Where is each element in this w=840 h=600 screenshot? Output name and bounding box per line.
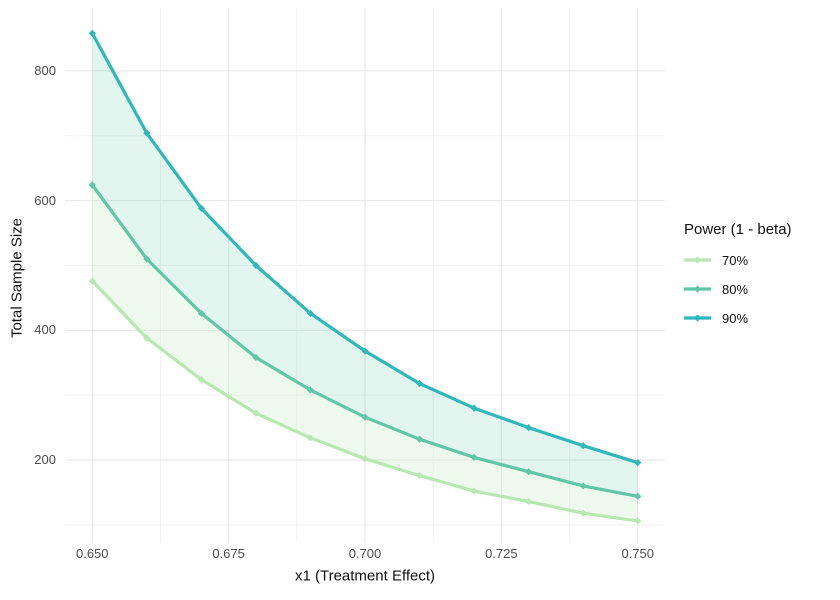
series-point-70%: [197, 375, 205, 384]
series-point-80%: [361, 413, 369, 421]
series-point-80%: [306, 386, 315, 394]
y-axis-title: Total Sample Size: [8, 217, 26, 339]
series-point-80%: [525, 468, 533, 476]
series-point-90%: [361, 347, 369, 355]
series-point-70%: [361, 455, 369, 463]
legend-item-label: 90%: [722, 310, 749, 326]
legend-key-icon: [684, 256, 711, 264]
series-point-70%: [634, 517, 642, 525]
series-point-80%: [197, 309, 205, 318]
series-point-70%: [143, 334, 151, 342]
legend-item-80%: 80%: [684, 281, 792, 297]
y-tick-label: 200: [34, 451, 56, 467]
legend-key-icon: [684, 285, 711, 293]
series-point-90%: [143, 129, 151, 137]
y-tick-label: 400: [34, 322, 56, 338]
series-point-90%: [525, 423, 533, 432]
series-point-70%: [252, 409, 260, 417]
legend-title: Power (1 - beta): [684, 221, 792, 238]
series-point-80%: [143, 255, 151, 263]
ribbon-90%-80%: [92, 33, 638, 497]
legend-items: 70% 80% 90%: [684, 252, 792, 326]
x-tick-label: 0.650: [75, 546, 109, 561]
series-point-90%: [634, 458, 642, 467]
series-point-90%: [197, 204, 205, 212]
series-point-90%: [470, 404, 478, 412]
series-point-90%: [579, 442, 587, 450]
series-point-80%: [634, 492, 642, 500]
series-point-70%: [579, 509, 587, 517]
series-point-70%: [415, 471, 424, 480]
series-point-70%: [470, 487, 478, 495]
x-tick-label: 0.725: [485, 546, 518, 561]
series-point-70%: [306, 434, 315, 442]
series-point-70%: [525, 497, 533, 506]
series-point-70%: [88, 277, 96, 285]
legend-key-icon: [684, 314, 711, 322]
y-tick-label: 600: [34, 192, 56, 208]
series-point-80%: [470, 453, 478, 461]
x-tick-label: 0.700: [348, 546, 382, 561]
legend: Power (1 - beta) 70% 80% 90%: [684, 221, 792, 339]
series-point-90%: [415, 379, 424, 388]
series-point-90%: [88, 29, 96, 37]
series-point-90%: [306, 309, 315, 318]
y-tick-label: 800: [34, 62, 56, 78]
series-point-80%: [88, 181, 96, 189]
legend-item-label: 70%: [722, 252, 749, 268]
x-tick-label: 0.750: [621, 546, 654, 561]
legend-item-90%: 90%: [684, 310, 792, 326]
series-point-80%: [579, 482, 587, 490]
series-point-80%: [252, 353, 260, 362]
legend-item-70%: 70%: [684, 252, 792, 268]
legend-item-label: 80%: [722, 281, 749, 297]
x-axis-title: x1 (Treatment Effect): [294, 567, 436, 585]
series-point-80%: [415, 435, 424, 443]
series-point-90%: [252, 261, 260, 270]
x-tick-label: 0.675: [212, 546, 245, 561]
